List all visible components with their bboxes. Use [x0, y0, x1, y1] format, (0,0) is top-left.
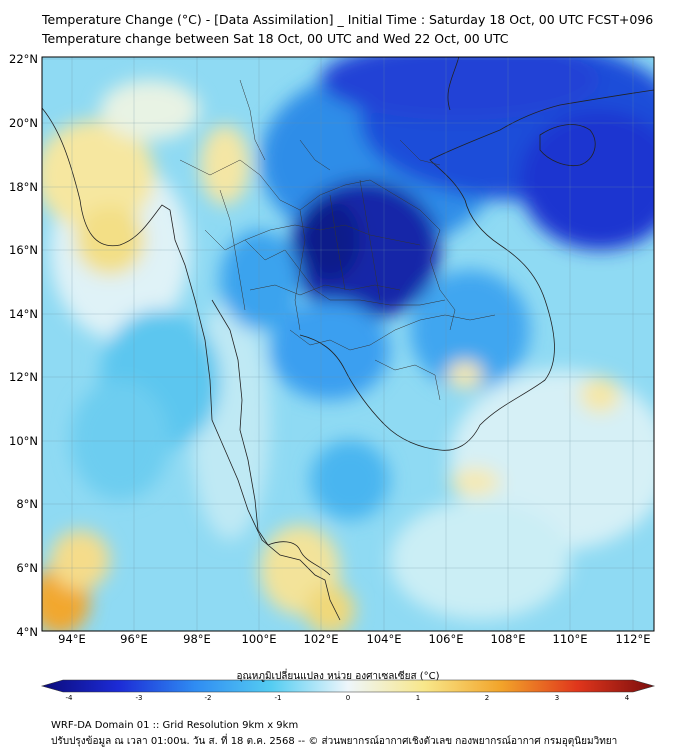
lon-tick: 94°E — [58, 632, 86, 646]
colorbar-tick: -2 — [205, 694, 212, 702]
colorbar-tick: 2 — [485, 694, 489, 702]
footer-update-info: ปรับปรุงข้อมูล ณ เวลา 01:00น. วัน ส. ที่… — [51, 736, 618, 747]
colorbar-tick: 3 — [555, 694, 559, 702]
colorbar-tick: 1 — [416, 694, 420, 702]
lat-tick: 4°N — [16, 625, 38, 639]
footer-model-info: WRF-DA Domain 01 :: Grid Resolution 9km … — [51, 720, 299, 731]
chart-title: Temperature Change (°C) - [Data Assimila… — [42, 12, 654, 27]
lon-tick: 96°E — [120, 632, 148, 646]
temperature-field — [42, 57, 654, 631]
lon-tick: 112°E — [616, 632, 651, 646]
graticule — [42, 57, 654, 631]
lat-tick: 8°N — [16, 497, 38, 511]
admin-borders — [179, 79, 496, 401]
lon-tick: 106°E — [429, 632, 464, 646]
lat-tick: 20°N — [9, 116, 38, 130]
colorbar-tick: 4 — [625, 694, 630, 702]
lat-tick: 14°N — [9, 307, 38, 321]
lon-tick: 110°E — [553, 632, 588, 646]
lat-tick: 16°N — [9, 243, 38, 257]
lat-tick: 22°N — [9, 52, 38, 66]
lon-tick: 100°E — [242, 632, 277, 646]
chart-subtitle: Temperature change between Sat 18 Oct, 0… — [42, 31, 509, 46]
lon-tick: 104°E — [367, 632, 402, 646]
lat-tick: 12°N — [9, 370, 38, 384]
colorbar: -4 -3 -2 -1 0 1 2 3 4 — [40, 679, 656, 702]
colorbar-label: อุณหภูมิเปลี่ยนแปลง หน่วย องศาเซลเซียส (… — [236, 671, 440, 682]
colorbar-tick: -4 — [66, 694, 74, 702]
colorbar-tick: -1 — [275, 694, 282, 702]
colorbar-tick: 0 — [346, 694, 350, 702]
lon-tick: 102°E — [304, 632, 339, 646]
map-frame — [41, 56, 655, 632]
lon-tick: 98°E — [183, 632, 211, 646]
lon-tick: 108°E — [491, 632, 526, 646]
lat-tick: 18°N — [9, 180, 38, 194]
colorbar-tick: -3 — [136, 694, 143, 702]
lat-tick: 10°N — [9, 434, 38, 448]
coastlines — [42, 57, 654, 621]
colorbar-ramp — [40, 679, 656, 693]
lat-tick: 6°N — [16, 561, 38, 575]
